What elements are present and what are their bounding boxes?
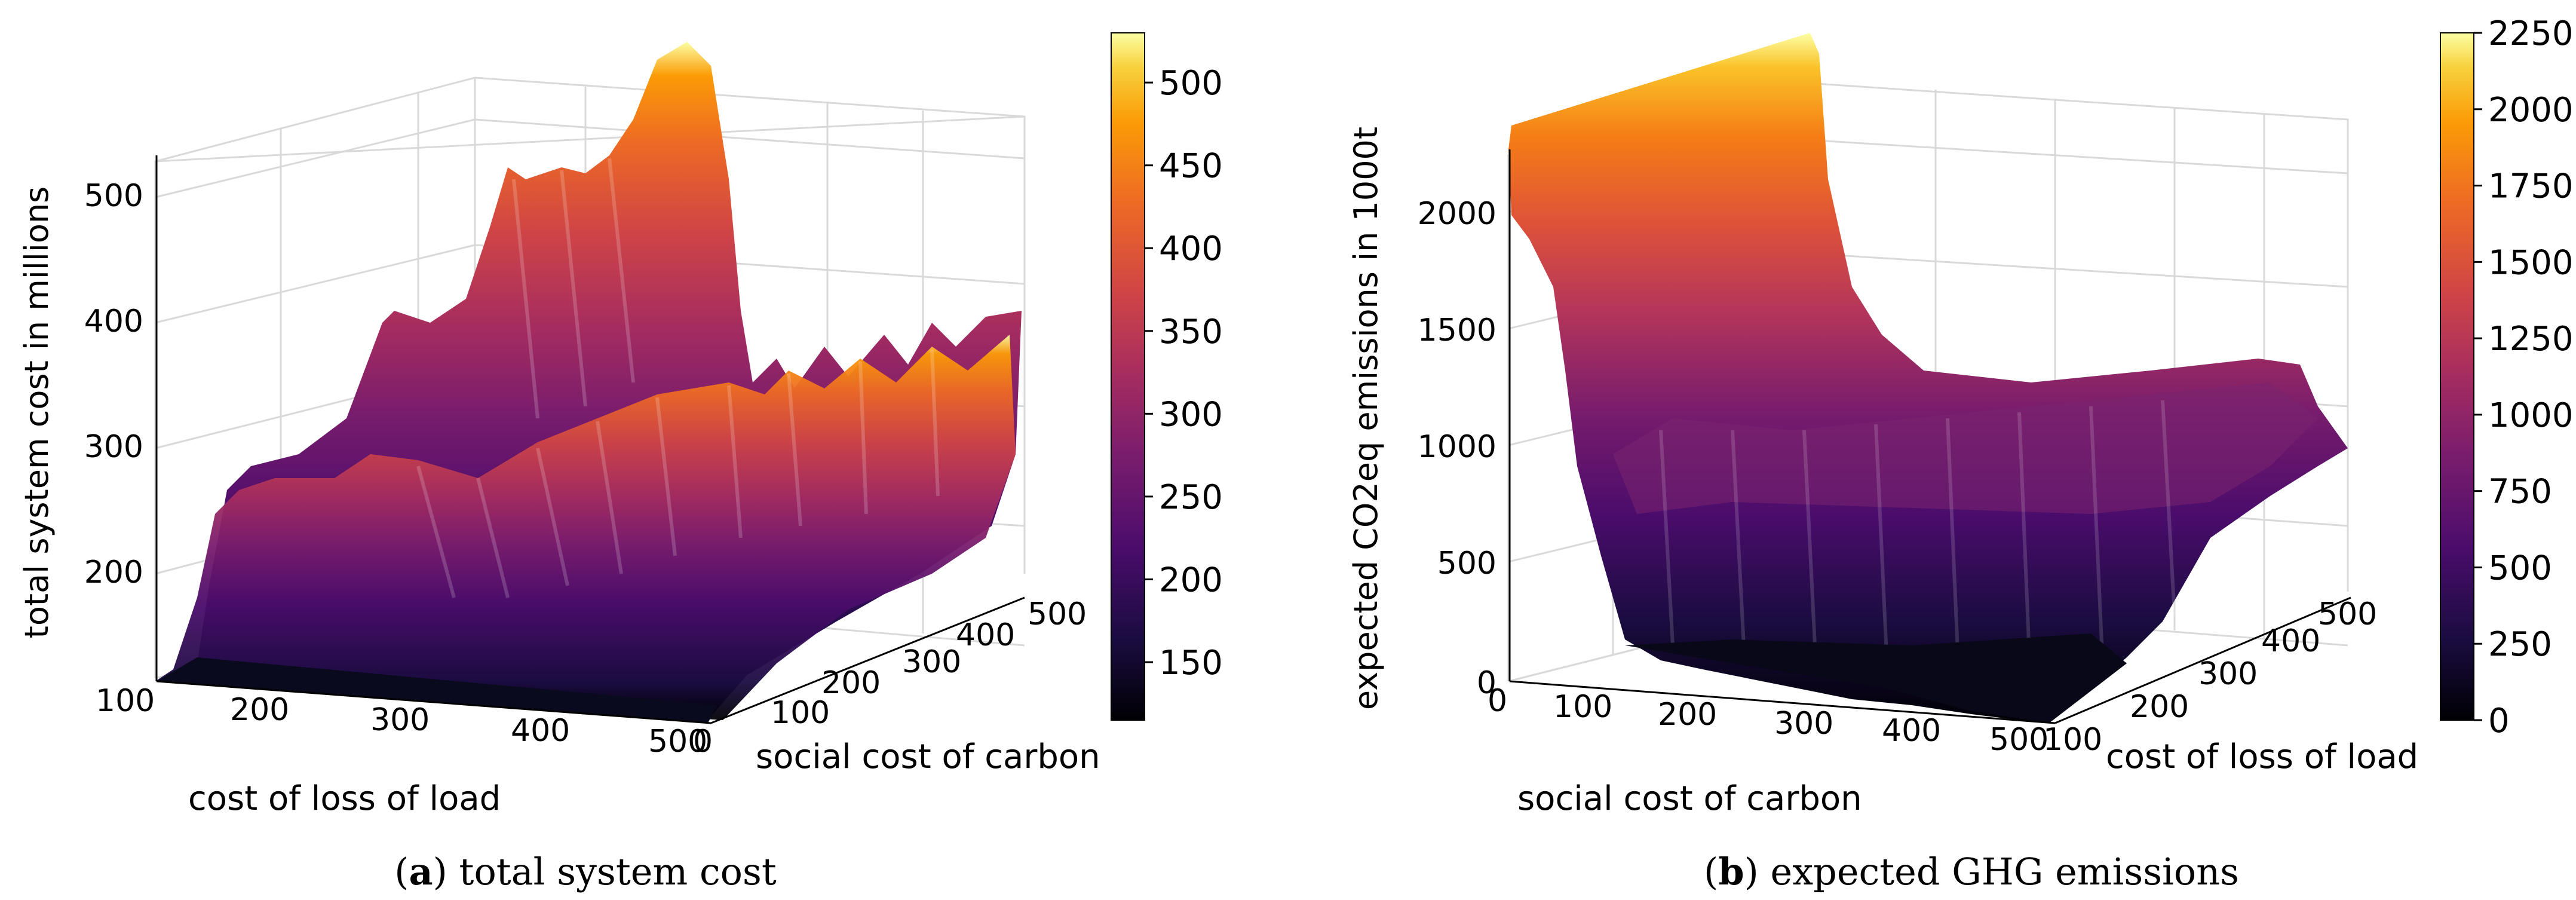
panel-a-colorbar: 150 200 250 300 350 400 450 500 xyxy=(1111,32,1223,721)
panel-a-z-label: total system cost in millions xyxy=(18,186,56,639)
panel-b-y-tick: 200 xyxy=(2130,689,2189,725)
panel-a-y-tick: 100 xyxy=(771,695,830,731)
panel-b-y-tick: 400 xyxy=(2261,623,2320,659)
panel-a-y-tick: 300 xyxy=(902,644,961,680)
panel-a-x-ticks: 100 200 300 400 500 xyxy=(96,680,712,760)
panel-b-z-tick: 2000 xyxy=(1418,196,1496,232)
panel-a-x-tick: 200 xyxy=(230,692,289,728)
panel-a-colorbar-ticks: 150 200 250 300 350 400 450 500 xyxy=(1145,64,1223,682)
panel-b-mid-shelf xyxy=(1613,382,2318,514)
panel-b-y-label: cost of loss of load xyxy=(2106,737,2418,776)
panel-b-colorbar-tick-label: 2250 xyxy=(2488,14,2574,53)
panel-a-front-surface xyxy=(155,335,1016,720)
panel-b-y-tick: 300 xyxy=(2198,656,2258,692)
panel-a-colorbar-tick-label: 250 xyxy=(1159,478,1223,517)
panel-a-colorbar-tick-label: 150 xyxy=(1159,644,1223,682)
panel-a-y-tick: 200 xyxy=(821,665,881,701)
panel-a-caption: (a) total system cost xyxy=(394,850,777,893)
panel-b-colorbar-ticks: 0 250 500 750 1000 1250 1500 1750 2000 2250 xyxy=(2474,14,2574,740)
panel-b-x-label: social cost of carbon xyxy=(1517,779,1862,818)
panel-a: 500 400 300 200 100 200 300 400 500 0 10… xyxy=(18,32,1223,893)
panel-b-colorbar-tick-label: 1000 xyxy=(2488,396,2574,435)
panel-b-floor-dark xyxy=(1625,633,2127,723)
panel-a-colorbar-tick-label: 200 xyxy=(1159,561,1223,599)
panel-a-colorbar-tick-label: 400 xyxy=(1159,229,1223,268)
panel-b-colorbar-tick-label: 1250 xyxy=(2488,320,2574,359)
panel-a-y-ticks: 0 100 200 300 400 500 xyxy=(693,596,1087,760)
panel-b-y-tick: 500 xyxy=(2318,596,2377,632)
panel-a-y-tick: 400 xyxy=(956,617,1015,653)
panel-b-colorbar-tick-label: 500 xyxy=(2488,549,2552,587)
panel-a-z-tick: 200 xyxy=(84,555,143,590)
panel-b-z-tick: 500 xyxy=(1437,546,1496,581)
panel-b-y-tick: 100 xyxy=(2043,722,2102,758)
panel-b-x-tick: 200 xyxy=(1658,697,1717,733)
panel-b-z-tick: 1500 xyxy=(1418,313,1496,348)
panel-b-surface xyxy=(1508,33,2348,723)
panel-b-colorbar-tick-label: 1750 xyxy=(2488,167,2574,206)
panel-b-colorbar-tick-label: 250 xyxy=(2488,625,2552,664)
panel-b-y-ticks: 100 200 300 400 500 xyxy=(2043,596,2377,758)
panel-a-y-tick: 0 xyxy=(693,724,713,760)
panel-b: 2000 1500 1000 500 0 0 100 200 300 400 5… xyxy=(1347,14,2574,893)
panel-a-colorbar-tick-label: 450 xyxy=(1159,147,1223,186)
panel-a-y-tick: 500 xyxy=(1028,596,1087,632)
panel-a-floor xyxy=(157,657,717,723)
panel-b-colorbar-tick-label: 1500 xyxy=(2488,243,2574,282)
panel-b-x-ticks: 0 100 200 300 400 500 xyxy=(1488,680,2056,758)
panel-a-y-label: social cost of carbon xyxy=(756,737,1100,776)
panel-a-x-label: cost of loss of load xyxy=(188,779,501,818)
panel-b-colorbar-tick-label: 2000 xyxy=(2488,91,2574,130)
panel-b-colorbar-tick-label: 0 xyxy=(2488,702,2510,740)
panel-a-x-tick: 100 xyxy=(96,683,155,719)
panel-b-z-label: expected CO2eq emissions in 1000t xyxy=(1347,127,1385,710)
panel-a-colorbar-tick-label: 350 xyxy=(1159,313,1223,351)
panel-a-z-tick: 300 xyxy=(84,429,143,465)
panel-b-colorbar-fill xyxy=(2440,32,2474,721)
panel-a-colorbar-tick-label: 300 xyxy=(1159,395,1223,434)
panel-b-main-surface xyxy=(1508,33,2348,723)
panel-b-x-tick: 0 xyxy=(1488,683,1507,719)
panel-b-colorbar: 0 250 500 750 1000 1250 1500 1750 2000 2250 xyxy=(2440,14,2574,740)
panel-a-colorbar-tick-label: 500 xyxy=(1159,64,1223,103)
panel-b-x-tick: 100 xyxy=(1553,689,1612,725)
panel-a-z-ticks: 500 400 300 200 xyxy=(84,155,158,681)
panel-a-x-tick: 500 xyxy=(648,724,707,760)
panel-b-x-tick: 300 xyxy=(1774,706,1833,742)
panel-b-z-tick: 0 xyxy=(1477,665,1496,701)
panel-a-z-tick: 400 xyxy=(84,304,143,339)
panel-a-x-tick: 300 xyxy=(370,702,430,738)
panel-a-z-tick: 500 xyxy=(84,178,143,214)
panel-b-x-tick: 400 xyxy=(1882,713,1941,749)
panel-b-z-ticks: 2000 1500 1000 500 0 xyxy=(1418,149,1511,701)
panel-b-z-tick: 1000 xyxy=(1418,429,1496,465)
panel-a-ridges xyxy=(416,158,940,598)
panel-b-caption: (b) expected GHG emissions xyxy=(1704,850,2239,893)
panel-b-x-tick: 500 xyxy=(1989,722,2048,758)
panel-b-colorbar-tick-label: 750 xyxy=(2488,473,2552,512)
panel-a-colorbar-fill xyxy=(1111,32,1145,721)
panel-a-surface xyxy=(155,42,1022,723)
panel-a-x-tick: 400 xyxy=(511,713,570,749)
